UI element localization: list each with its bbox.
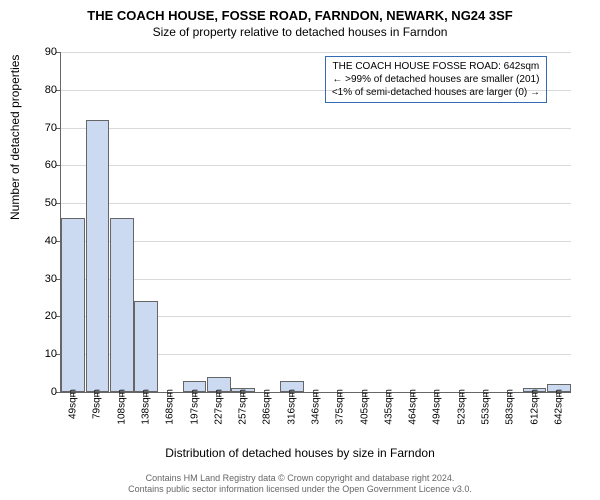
- x-tick-label: 405sqm: [359, 389, 370, 425]
- grid-line: [61, 52, 571, 53]
- annotation-line1: THE COACH HOUSE FOSSE ROAD: 642sqm: [332, 60, 540, 73]
- x-tick-label: 227sqm: [213, 389, 224, 425]
- grid-line: [61, 90, 571, 91]
- footer-line1: Contains HM Land Registry data © Crown c…: [0, 473, 600, 485]
- x-tick-label: 435sqm: [383, 389, 394, 425]
- chart-subtitle: Size of property relative to detached ho…: [0, 23, 600, 39]
- chart-container: THE COACH HOUSE, FOSSE ROAD, FARNDON, NE…: [0, 0, 600, 500]
- x-tick-label: 583sqm: [505, 389, 516, 425]
- y-tick-label: 30: [31, 273, 57, 285]
- x-axis-label: Distribution of detached houses by size …: [0, 446, 600, 460]
- x-tick-label: 553sqm: [481, 389, 492, 425]
- chart-title: THE COACH HOUSE, FOSSE ROAD, FARNDON, NE…: [0, 0, 600, 23]
- y-tick-label: 40: [31, 235, 57, 247]
- annotation-box: THE COACH HOUSE FOSSE ROAD: 642sqm ← >99…: [325, 56, 547, 103]
- annotation-line2: ← >99% of detached houses are smaller (2…: [332, 73, 540, 86]
- x-tick-label: 523sqm: [456, 389, 467, 425]
- footer: Contains HM Land Registry data © Crown c…: [0, 473, 600, 496]
- y-tick-label: 10: [31, 348, 57, 360]
- y-tick-label: 80: [31, 84, 57, 96]
- grid-line: [61, 165, 571, 166]
- x-tick-label: 257sqm: [238, 389, 249, 425]
- x-tick-label: 138sqm: [141, 389, 152, 425]
- x-tick-label: 642sqm: [553, 389, 564, 425]
- x-tick-label: 375sqm: [335, 389, 346, 425]
- grid-line: [61, 241, 571, 242]
- x-tick-label: 49sqm: [68, 389, 79, 419]
- y-tick-label: 90: [31, 46, 57, 58]
- x-tick-label: 464sqm: [408, 389, 419, 425]
- bar: [61, 218, 85, 392]
- x-tick-label: 286sqm: [262, 389, 273, 425]
- grid-line: [61, 128, 571, 129]
- annotation-line3: <1% of semi-detached houses are larger (…: [332, 86, 540, 99]
- x-tick-label: 197sqm: [189, 389, 200, 425]
- x-tick-label: 346sqm: [311, 389, 322, 425]
- bar: [134, 301, 158, 392]
- y-tick-label: 0: [31, 386, 57, 398]
- x-tick-label: 168sqm: [165, 389, 176, 425]
- x-tick-label: 108sqm: [116, 389, 127, 425]
- x-tick-label: 612sqm: [529, 389, 540, 425]
- y-tick-label: 60: [31, 159, 57, 171]
- bar: [110, 218, 134, 392]
- x-tick-label: 494sqm: [432, 389, 443, 425]
- y-tick-label: 50: [31, 197, 57, 209]
- chart-plot-area: THE COACH HOUSE FOSSE ROAD: 642sqm ← >99…: [60, 52, 571, 393]
- footer-line2: Contains public sector information licen…: [0, 484, 600, 496]
- y-axis-label: Number of detached properties: [8, 55, 22, 220]
- y-tick-label: 70: [31, 122, 57, 134]
- bar: [86, 120, 110, 392]
- grid-line: [61, 203, 571, 204]
- x-tick-label: 316sqm: [286, 389, 297, 425]
- grid-line: [61, 279, 571, 280]
- x-tick-label: 79sqm: [92, 389, 103, 419]
- y-tick-label: 20: [31, 310, 57, 322]
